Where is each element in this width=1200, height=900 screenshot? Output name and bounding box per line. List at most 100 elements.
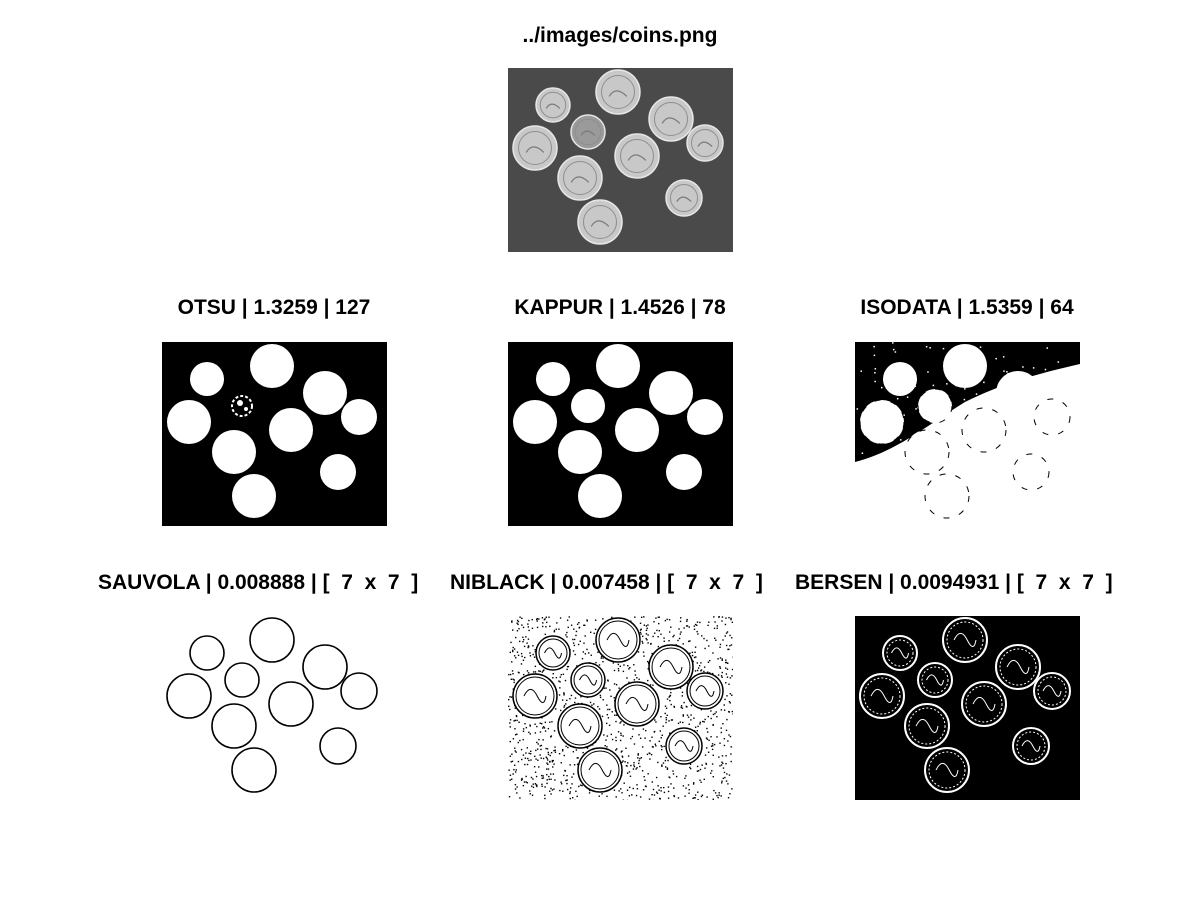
speckle [923, 509, 926, 511]
noise-pixel [565, 634, 567, 636]
coin-inner-outline [668, 730, 700, 762]
noise-pixel [724, 698, 726, 701]
coins-photo [508, 68, 733, 252]
noise-pixel [565, 745, 567, 748]
noise-pixel [699, 779, 701, 781]
noise-pixel [679, 617, 682, 619]
noise-pixel [576, 763, 579, 765]
noise-pixel [673, 795, 676, 798]
noise-pixel [553, 629, 556, 632]
noise-pixel [716, 627, 718, 629]
noise-pixel [515, 751, 517, 753]
noise-pixel [638, 678, 640, 680]
noise-pixel [660, 737, 662, 739]
noise-pixel [550, 735, 553, 737]
noise-pixel [651, 652, 653, 655]
noise-pixel [627, 755, 630, 757]
noise-pixel [721, 659, 723, 661]
coin-edge [917, 388, 953, 424]
noise-pixel [669, 695, 671, 697]
coin-edge [942, 617, 988, 663]
noise-pixel [655, 745, 657, 747]
noise-pixel [552, 766, 554, 768]
noise-pixel [515, 714, 518, 717]
noise-pixel [528, 645, 530, 648]
coin-blob [925, 474, 969, 518]
noise-pixel [607, 708, 609, 711]
noise-pixel [694, 623, 697, 626]
noise-pixel [578, 621, 580, 624]
coin-outline [595, 617, 641, 663]
speckle [1009, 477, 1011, 480]
noise-pixel [660, 716, 662, 718]
coin-detail [676, 196, 692, 203]
noise-pixel [716, 736, 718, 738]
noise-pixel [619, 722, 621, 724]
noise-pixel [559, 681, 561, 683]
noise-pixel [723, 744, 726, 747]
noise-pixel [593, 703, 595, 705]
noise-pixel [684, 795, 686, 797]
speckle [932, 384, 935, 387]
noise-pixel [559, 789, 561, 792]
noise-pixel [637, 753, 639, 755]
noise-pixel [511, 760, 514, 763]
noise-pixel [646, 753, 649, 756]
noise-pixel [552, 759, 555, 762]
noise-pixel [558, 628, 560, 630]
speckle [1024, 512, 1027, 514]
noise-pixel [696, 765, 699, 768]
coin-outline [319, 727, 357, 765]
noise-pixel [536, 741, 538, 744]
noise-pixel [545, 626, 547, 628]
noise-pixel [693, 717, 695, 719]
original-image-title: ../images/coins.png [522, 24, 718, 47]
noise-pixel [538, 738, 540, 741]
speckle [896, 397, 899, 400]
noise-pixel [529, 724, 531, 726]
noise-pixel [679, 687, 682, 689]
coin-blob [860, 400, 904, 444]
noise-pixel [508, 698, 510, 701]
noise-pixel [700, 669, 703, 671]
noise-pixel [731, 621, 733, 624]
noise-pixel [729, 645, 731, 647]
noise-pixel [543, 618, 546, 621]
noise-pixel [721, 780, 723, 782]
noise-pixel [531, 794, 534, 796]
coin-edge [1033, 398, 1071, 436]
noise-pixel [576, 665, 578, 667]
noise-pixel [635, 768, 637, 770]
noise-pixel [605, 722, 608, 725]
coin [577, 199, 623, 245]
noise-pixel [677, 797, 680, 799]
noise-pixel [577, 757, 579, 759]
noise-pixel [649, 740, 651, 742]
noise-pixel [535, 775, 538, 778]
noise-pixel [569, 792, 571, 795]
niblack-mask [508, 616, 733, 800]
noise-pixel [720, 764, 723, 766]
speckle [1066, 520, 1068, 522]
noise-pixel [720, 795, 722, 797]
coin [686, 124, 724, 162]
coin-detail [523, 688, 547, 704]
noise-pixel [641, 640, 643, 643]
noise-pixel [588, 792, 591, 794]
otsu-mask-image [162, 342, 387, 526]
noise-pixel [517, 623, 519, 626]
noise-pixel [513, 648, 516, 650]
noise-pixel [540, 744, 543, 747]
coin-outline [512, 673, 558, 719]
noise-pixel [708, 621, 710, 623]
noise-pixel [577, 643, 580, 646]
coin [648, 96, 694, 142]
noise-pixel [565, 703, 567, 705]
noise-pixel [575, 630, 578, 633]
noise-pixel [707, 751, 710, 753]
coin [535, 87, 571, 123]
noise-pixel [688, 788, 690, 791]
noise-pixel [726, 718, 728, 721]
noise-pixel [726, 695, 728, 697]
coin-detail [1006, 659, 1030, 675]
